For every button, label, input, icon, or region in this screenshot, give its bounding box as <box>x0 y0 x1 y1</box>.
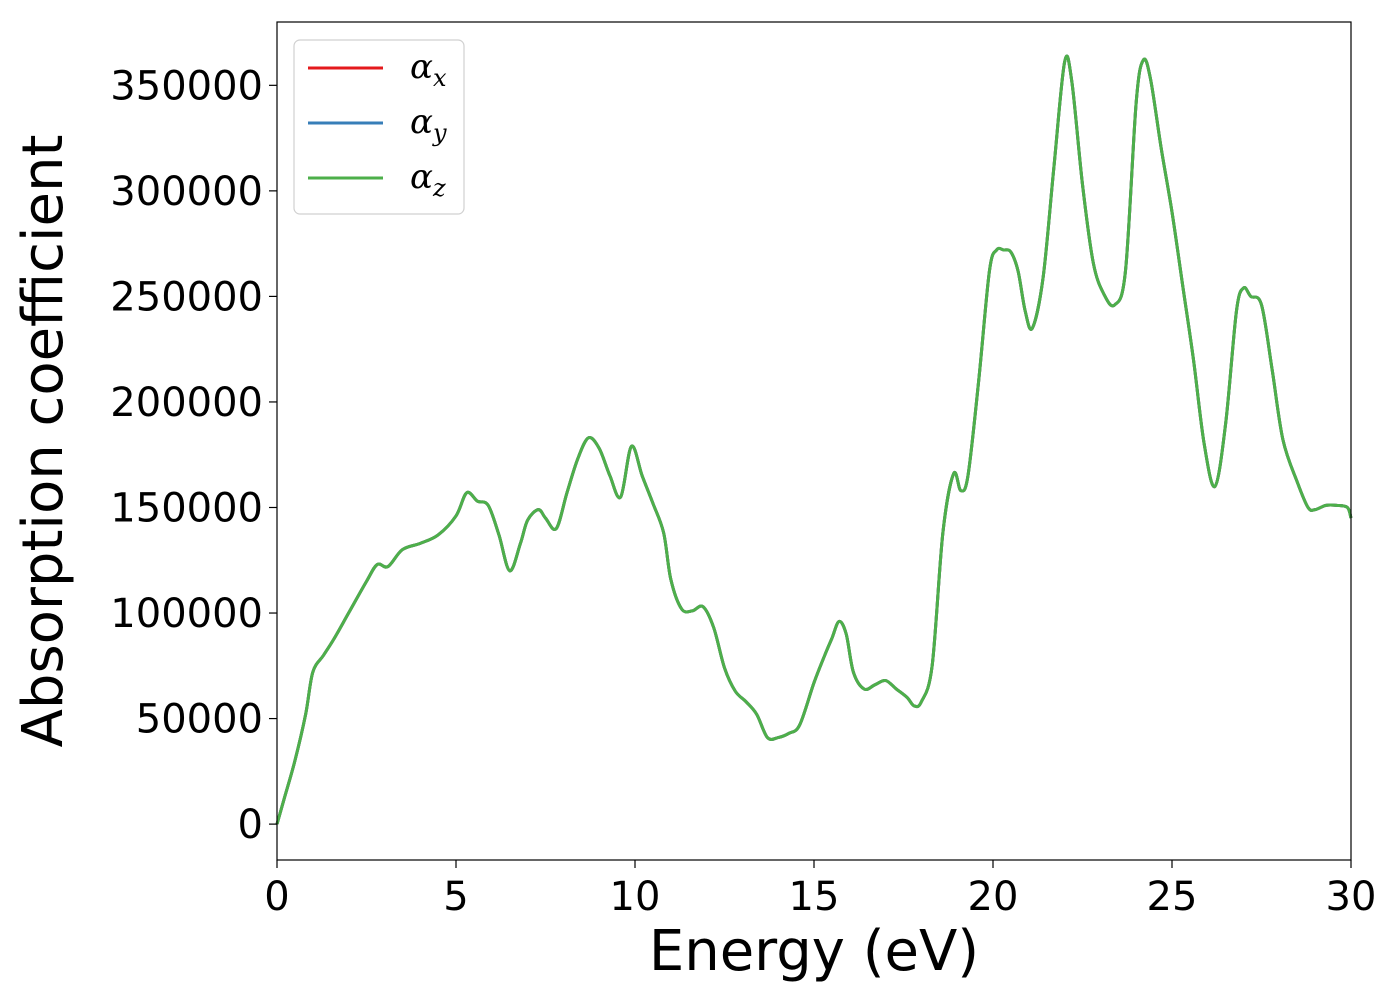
x-tick-label: 25 <box>1147 874 1198 920</box>
y-tick-label: 100000 <box>110 591 263 637</box>
y-tick-label: 0 <box>238 802 263 848</box>
x-tick-label: 20 <box>968 874 1019 920</box>
y-tick-label: 300000 <box>110 169 263 215</box>
y-axis: 0 50000 100000 150000 200000 250000 300000 3500… <box>110 63 277 848</box>
series-layer <box>275 54 1353 825</box>
x-tick-label: 30 <box>1326 874 1377 920</box>
y-tick-label: 200000 <box>110 380 263 426</box>
y-axis-title: Absorption coefficient <box>11 135 76 748</box>
x-axis-title: Energy (eV) <box>649 919 979 984</box>
legend-label-alpha-y: αy <box>410 102 447 147</box>
legend-subscript: z <box>432 174 446 202</box>
series-line-alpha-z <box>275 54 1353 825</box>
legend-subscript: x <box>433 64 447 92</box>
legend-subscript: y <box>432 119 447 147</box>
x-axis: 0 5 10 15 20 25 30 <box>264 860 1376 920</box>
x-tick-label: 10 <box>610 874 661 920</box>
x-tick-label: 5 <box>443 874 468 920</box>
x-tick-label: 0 <box>264 874 289 920</box>
x-tick-label: 15 <box>789 874 840 920</box>
y-tick-label: 250000 <box>110 274 263 320</box>
y-tick-label: 50000 <box>136 697 263 743</box>
y-tick-label: 150000 <box>110 485 263 531</box>
legend-box <box>293 39 465 215</box>
y-tick-label: 350000 <box>110 63 263 109</box>
